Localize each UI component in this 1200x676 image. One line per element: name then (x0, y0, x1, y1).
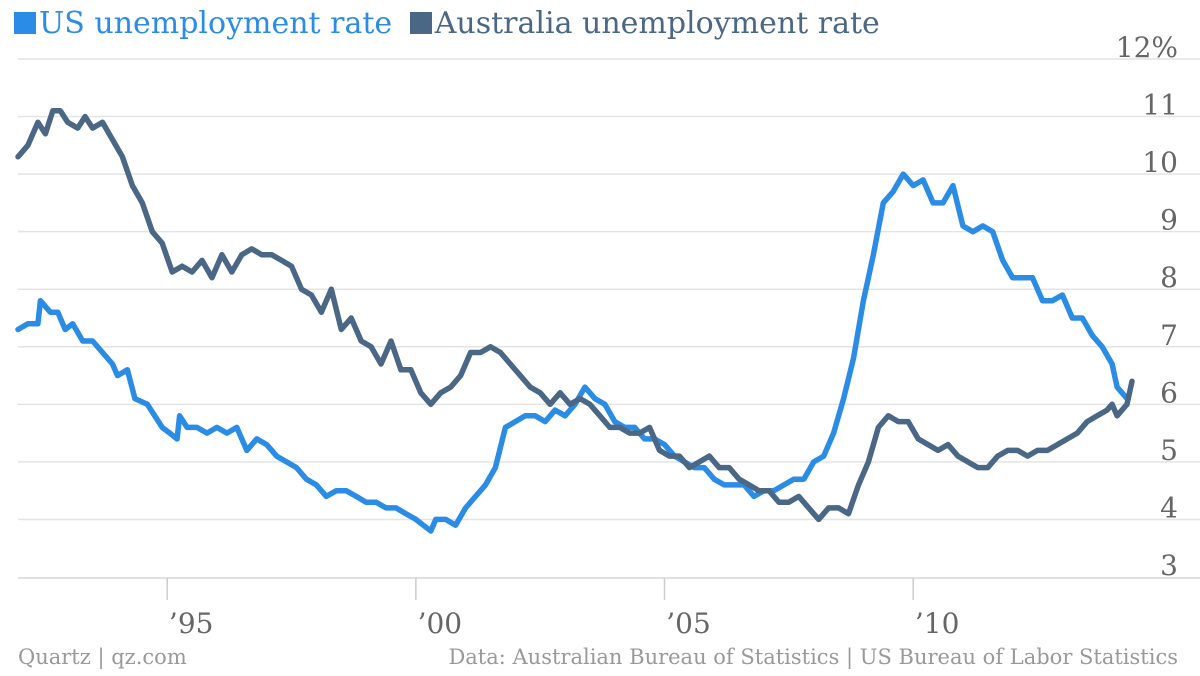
series-lines (15, 108, 1135, 534)
y-tick-label: 8 (1160, 261, 1178, 294)
x-tick-label: ’10 (915, 607, 960, 640)
legend-label-australia: Australia unemployment rate (434, 6, 880, 41)
x-axis: ’95 ’00 ’05 ’10 (18, 577, 1200, 640)
y-tick-label: 3 (1160, 549, 1178, 582)
legend-item-us: US unemployment rate (14, 6, 402, 41)
footer-credit: Quartz | qz.com (18, 645, 187, 669)
y-tick-label: 6 (1160, 376, 1178, 409)
legend: US unemployment rate Australia unemploym… (14, 4, 888, 44)
y-tick-label: 12% (1116, 31, 1178, 64)
y-tick-label: 9 (1160, 204, 1178, 237)
y-tick-label: 4 (1160, 491, 1178, 524)
y-tick-label: 5 (1160, 434, 1178, 467)
x-tick-label: ’00 (418, 607, 463, 640)
y-tick-label: 7 (1160, 319, 1178, 352)
legend-swatch-australia (409, 12, 432, 34)
y-tick-label: 10 (1142, 146, 1178, 179)
x-tick-label: ’95 (169, 607, 214, 640)
series-line-australia (15, 108, 1135, 523)
footer-source: Data: Australian Bureau of Statistics | … (448, 645, 1178, 669)
y-tick-label: 11 (1142, 89, 1178, 122)
series-line-us (15, 171, 1130, 534)
legend-swatch-us (14, 12, 36, 34)
gridlines (18, 58, 1200, 521)
legend-label-us: US unemployment rate (39, 6, 393, 41)
y-axis-labels: 3 4 5 6 7 8 9 10 11 12% (1116, 31, 1178, 582)
x-tick-label: ’05 (666, 607, 711, 640)
legend-item-australia: Australia unemployment rate (409, 6, 880, 41)
